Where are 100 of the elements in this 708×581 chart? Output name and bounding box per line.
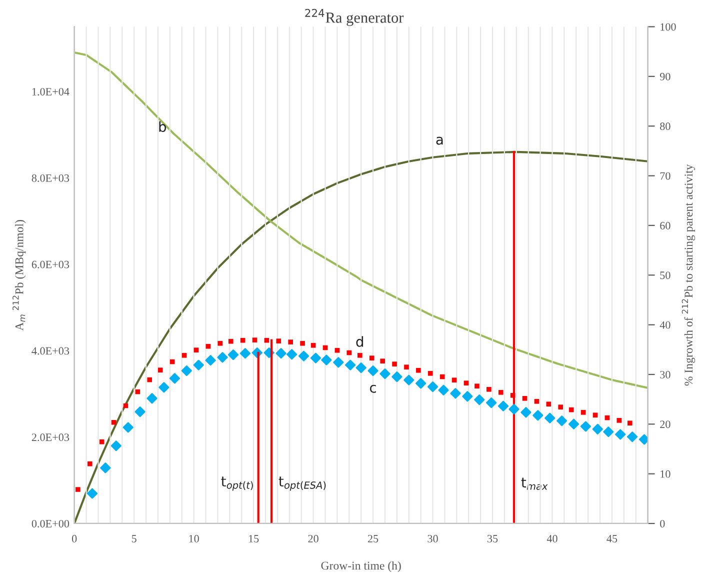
point bbox=[532, 410, 544, 421]
y2-tick-label: 30 bbox=[660, 370, 670, 378]
x-tick-label: 25 bbox=[368, 534, 378, 542]
point bbox=[86, 488, 98, 499]
point bbox=[100, 462, 111, 474]
point bbox=[438, 384, 449, 396]
point bbox=[627, 420, 632, 426]
point bbox=[321, 354, 332, 366]
x-tick-label: 15 bbox=[248, 534, 259, 542]
series-label: t$_{opt(t)}$ bbox=[221, 476, 253, 491]
point bbox=[568, 407, 574, 412]
y2-tick-label: 20 bbox=[660, 420, 670, 428]
x-tick-label: 0 bbox=[72, 534, 77, 542]
point bbox=[616, 418, 622, 423]
point bbox=[193, 360, 204, 370]
point bbox=[369, 356, 374, 360]
point bbox=[286, 349, 298, 360]
point bbox=[498, 400, 509, 412]
point bbox=[464, 380, 469, 386]
point bbox=[276, 338, 282, 344]
y-tick-label: 2.0E+03 bbox=[32, 434, 70, 442]
point bbox=[603, 426, 614, 438]
point bbox=[392, 362, 397, 366]
point bbox=[252, 338, 258, 342]
y2-tick-label: 80 bbox=[660, 122, 670, 130]
point bbox=[110, 440, 122, 452]
y2-tick-label: 90 bbox=[660, 72, 670, 80]
point bbox=[558, 404, 564, 410]
point bbox=[334, 348, 340, 353]
point bbox=[392, 371, 402, 382]
y2-tick-label: 100 bbox=[660, 23, 676, 31]
point bbox=[146, 393, 158, 404]
point bbox=[544, 412, 556, 424]
point bbox=[510, 392, 516, 398]
chart-title: $^{224}$Ra generator bbox=[305, 8, 404, 26]
point bbox=[615, 429, 626, 440]
y2-tick-label: 10 bbox=[660, 470, 670, 478]
x-tick-label: 40 bbox=[546, 534, 558, 542]
point bbox=[522, 396, 528, 401]
point bbox=[288, 340, 293, 344]
point bbox=[546, 402, 552, 406]
point bbox=[428, 370, 433, 376]
point bbox=[474, 384, 480, 388]
point bbox=[404, 374, 414, 386]
y2-axis-title: % Ingrowth of $^{212}$Pb to starting parent activity bbox=[682, 164, 696, 386]
point bbox=[380, 368, 390, 380]
point bbox=[404, 364, 409, 370]
point bbox=[217, 352, 228, 363]
point bbox=[427, 381, 438, 392]
y2-tick-label: 60 bbox=[660, 222, 670, 230]
point bbox=[486, 397, 497, 408]
y2-tick-label: 40 bbox=[660, 321, 670, 329]
point bbox=[158, 382, 170, 393]
x-tick-label: 45 bbox=[606, 534, 618, 542]
series-label: t$_{opt(ESA)}$ bbox=[278, 476, 326, 491]
y-tick-label: 8.0E+03 bbox=[32, 174, 70, 182]
x-tick-label: 35 bbox=[487, 534, 498, 542]
point bbox=[228, 349, 239, 360]
point bbox=[592, 424, 603, 434]
point bbox=[368, 365, 378, 376]
x-tick-label: 5 bbox=[132, 535, 136, 542]
series-label: c bbox=[370, 384, 376, 393]
point bbox=[568, 418, 580, 430]
y2-tick-label: 70 bbox=[660, 172, 670, 180]
point bbox=[452, 378, 457, 382]
y2-tick-label: 0 bbox=[660, 520, 665, 528]
point bbox=[356, 362, 366, 374]
point bbox=[357, 352, 362, 358]
y-tick-label: 1.0E+04 bbox=[32, 88, 70, 96]
point bbox=[134, 406, 146, 418]
point bbox=[310, 352, 321, 364]
series-label: a bbox=[436, 136, 443, 145]
point bbox=[194, 348, 199, 352]
point bbox=[626, 431, 638, 442]
point bbox=[486, 386, 492, 392]
point bbox=[462, 391, 473, 402]
point bbox=[147, 377, 152, 382]
point bbox=[87, 461, 92, 466]
point bbox=[508, 404, 520, 414]
point bbox=[276, 348, 286, 359]
x-tick-label: 20 bbox=[308, 534, 318, 542]
series-label: d bbox=[356, 336, 364, 347]
point bbox=[111, 420, 116, 425]
point bbox=[300, 340, 305, 346]
y-axis-title: A$_{m}$ $^{212}$Pb (MBq/nmol) bbox=[12, 220, 26, 331]
y2-tick-label: 50 bbox=[660, 272, 670, 280]
point bbox=[346, 350, 352, 356]
point bbox=[580, 410, 586, 415]
point bbox=[416, 378, 426, 389]
x-tick-label: 10 bbox=[189, 534, 199, 542]
point bbox=[228, 338, 234, 344]
point bbox=[206, 344, 211, 349]
point bbox=[534, 398, 540, 404]
point bbox=[580, 421, 591, 432]
point bbox=[498, 390, 504, 395]
point bbox=[416, 368, 421, 373]
point bbox=[380, 358, 385, 364]
point bbox=[474, 394, 485, 406]
point bbox=[158, 368, 163, 372]
point bbox=[333, 357, 344, 368]
